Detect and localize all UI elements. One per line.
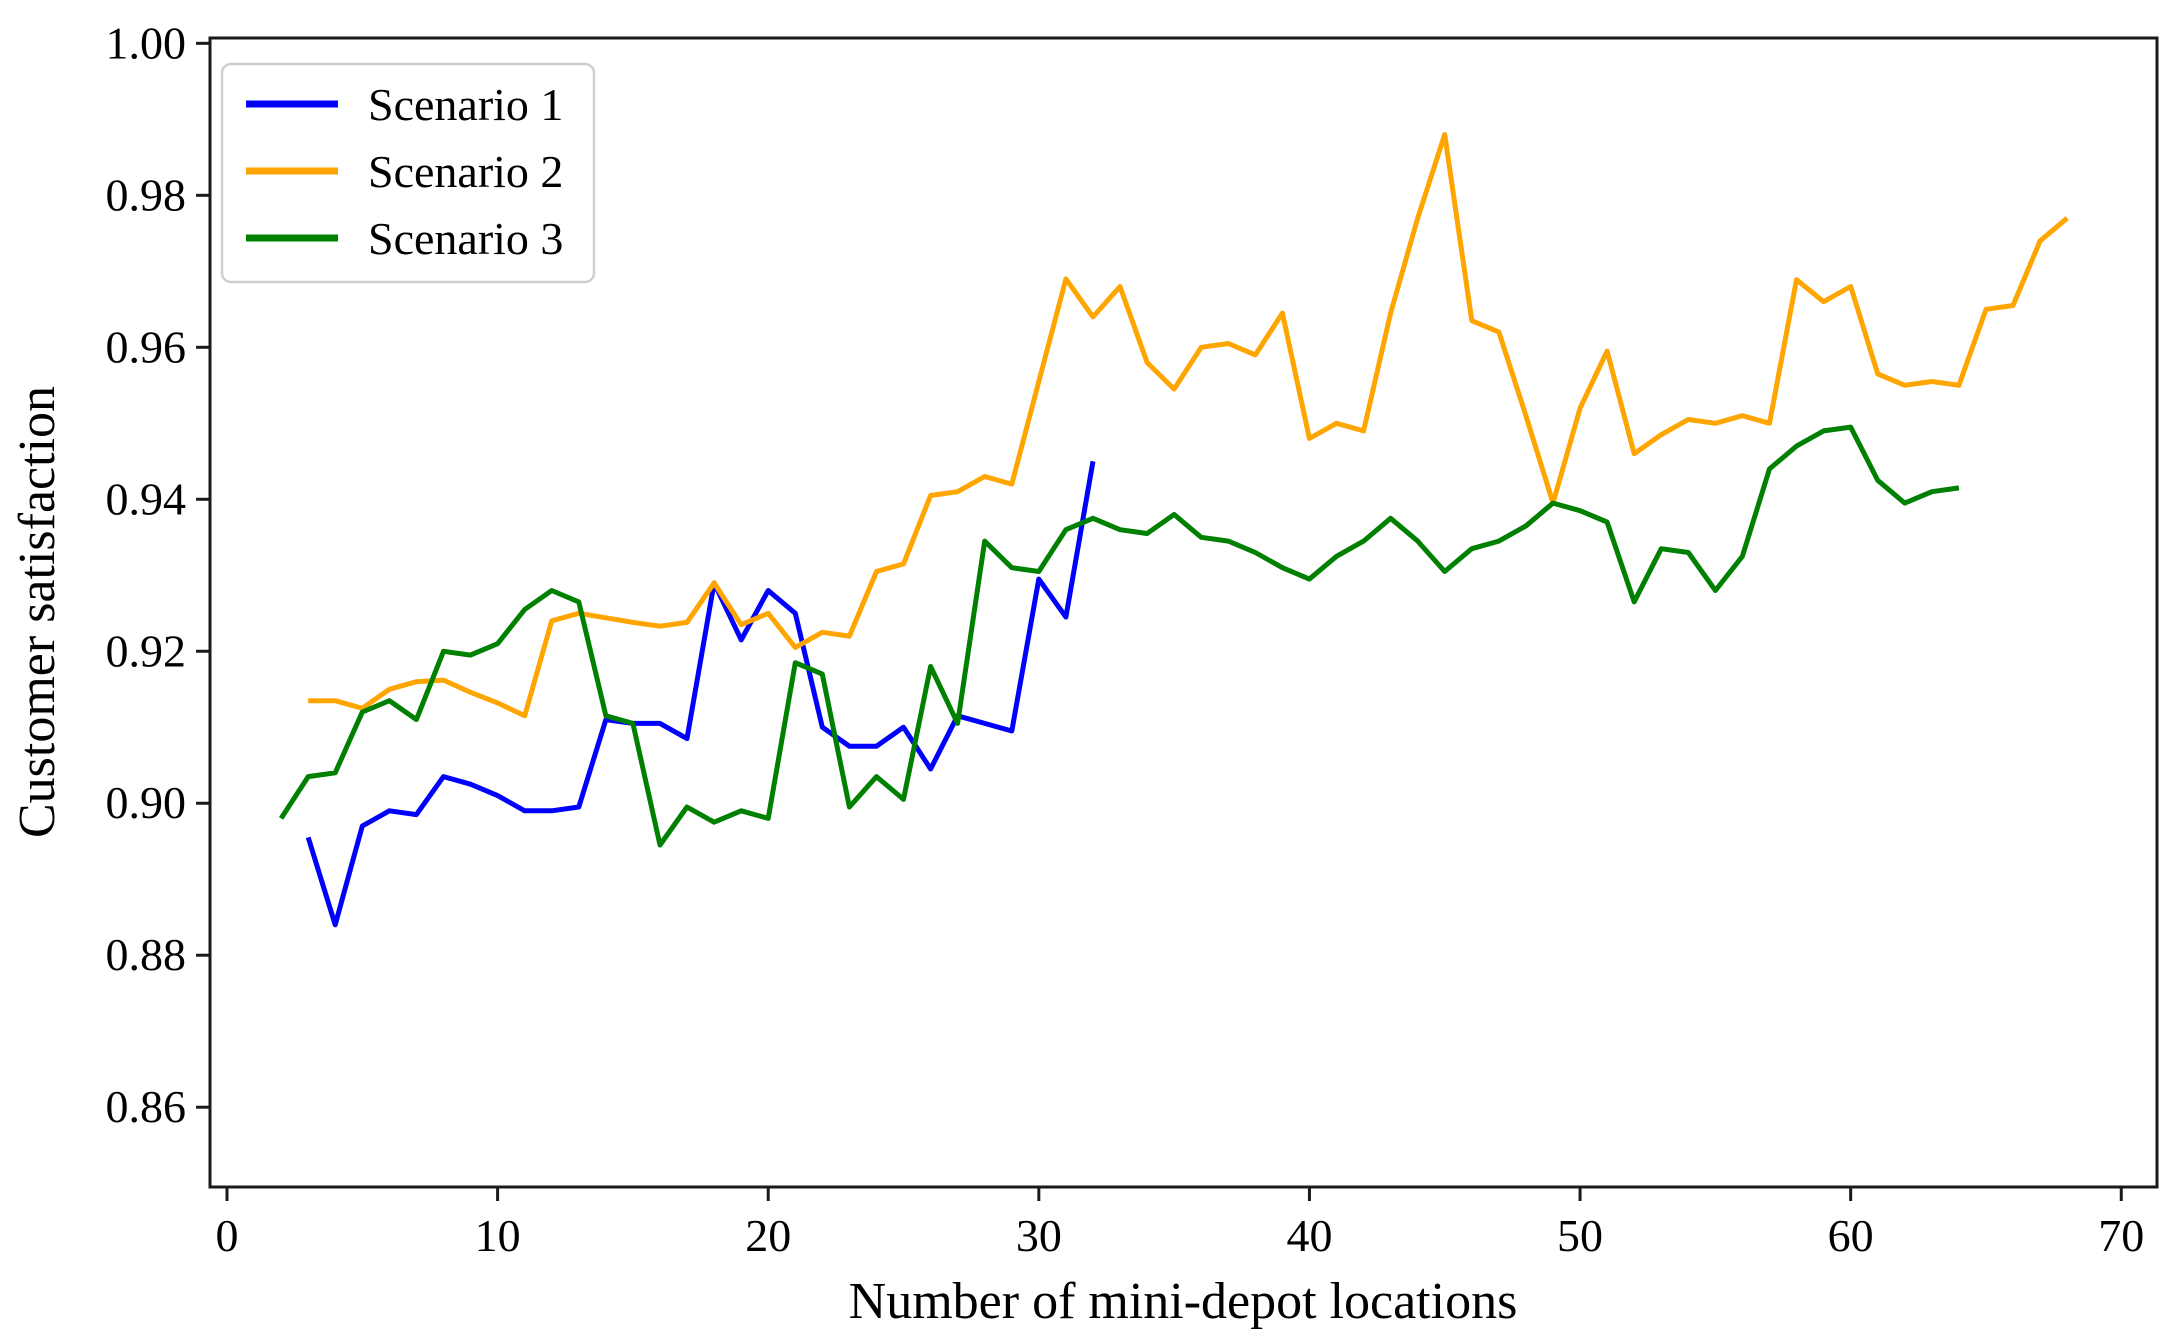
series-line-scenario-2 [308, 132, 2069, 719]
x-axis-tick-label-70: 70 [2098, 1210, 2144, 1261]
y-axis-tick-label-0.98: 0.98 [106, 169, 187, 220]
x-axis-tick-label-50: 50 [1557, 1210, 1603, 1261]
x-axis-tick-label-0: 0 [215, 1210, 238, 1261]
x-axis-tick-label-30: 30 [1016, 1210, 1062, 1261]
y-axis-tick-label-0.88: 0.88 [106, 929, 187, 980]
y-axis-tick-label-1.00: 1.00 [106, 17, 187, 68]
y-axis-tick-label-0.92: 0.92 [106, 625, 187, 676]
y-axis-tick-label-0.90: 0.90 [106, 777, 187, 828]
axes-spines [208, 36, 2159, 1189]
y-axis-tick-label-0.86: 0.86 [106, 1081, 187, 1132]
axes-ticks: 0.86 0.88 0.90 0.92 0.94 0.96 0.98 1.00 0 10 20 30 4… [106, 17, 2145, 1261]
x-axis-tick-label-40: 40 [1286, 1210, 1332, 1261]
x-axis-tick-label-60: 60 [1828, 1210, 1874, 1261]
legend-label-scenario-1: Scenario 1 [368, 79, 563, 130]
legend-box [220, 62, 596, 284]
x-axis-tick-label-20: 20 [745, 1210, 791, 1261]
series-line-scenario-1 [305, 460, 1096, 928]
series-lines [279, 132, 2069, 928]
y-axis-title: Customer satisfaction [9, 386, 66, 838]
legend-label-scenario-3: Scenario 3 [368, 213, 563, 264]
y-axis-tick-label-0.94: 0.94 [106, 473, 187, 524]
legend: Scenario 1 Scenario 2 Scenario 3 [220, 62, 596, 284]
x-axis-tick-label-10: 10 [475, 1210, 521, 1261]
series-line-scenario-3 [279, 424, 1960, 848]
y-axis-tick-label-0.96: 0.96 [106, 321, 187, 372]
legend-label-scenario-2: Scenario 2 [368, 146, 563, 197]
x-axis-title: Number of mini-depot locations [849, 1273, 1518, 1330]
